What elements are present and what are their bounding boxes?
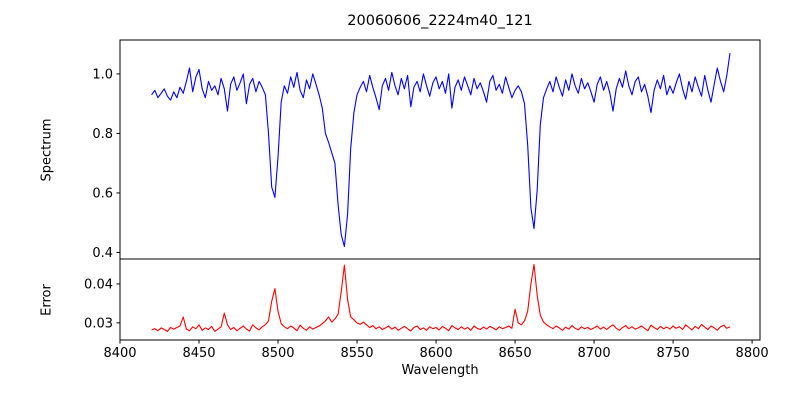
spectrum-y-axis-label: Spectrum [39,118,55,182]
error-y-tick-label: 0.03 [84,316,113,331]
error-y-tick-label: 0.04 [84,277,113,292]
error-y-ticks: 0.03 0.04 [84,277,120,331]
spectrum-axes-frame [119,39,761,260]
chart-title: 20060606_2224m40_121 [347,13,533,29]
x-tick-label: 8800 [736,346,769,361]
error-y-axis-label: Error [39,284,55,316]
spectrum-line [151,53,731,248]
error-axes-frame [119,258,761,341]
x-ticks: 8400 8450 8500 8550 8600 8650 8700 8750 8800 [103,340,769,361]
error-panel: 0.03 0.04 8400 8450 8500 8550 8600 8650 8700 8750… [84,258,769,361]
x-tick-label: 8650 [499,346,532,361]
spectrum-y-tick-label: 0.6 [92,186,113,201]
x-tick-label: 8700 [578,346,611,361]
spectrum-panel: 0.4 0.6 0.8 1.0 [92,39,761,261]
x-tick-label: 8400 [103,346,136,361]
spectrum-y-tick-label: 1.0 [92,67,113,82]
x-tick-label: 8450 [182,346,215,361]
x-tick-label: 8600 [420,346,453,361]
x-tick-label: 8500 [261,346,294,361]
error-line [151,263,731,332]
x-axis-label: Wavelength [401,363,479,378]
x-tick-label: 8750 [657,346,690,361]
spectrum-y-tick-label: 0.4 [92,246,113,261]
spectrum-y-ticks: 0.4 0.6 0.8 1.0 [92,67,120,261]
spectrum-y-tick-label: 0.8 [92,127,113,142]
x-tick-label: 8550 [340,346,373,361]
